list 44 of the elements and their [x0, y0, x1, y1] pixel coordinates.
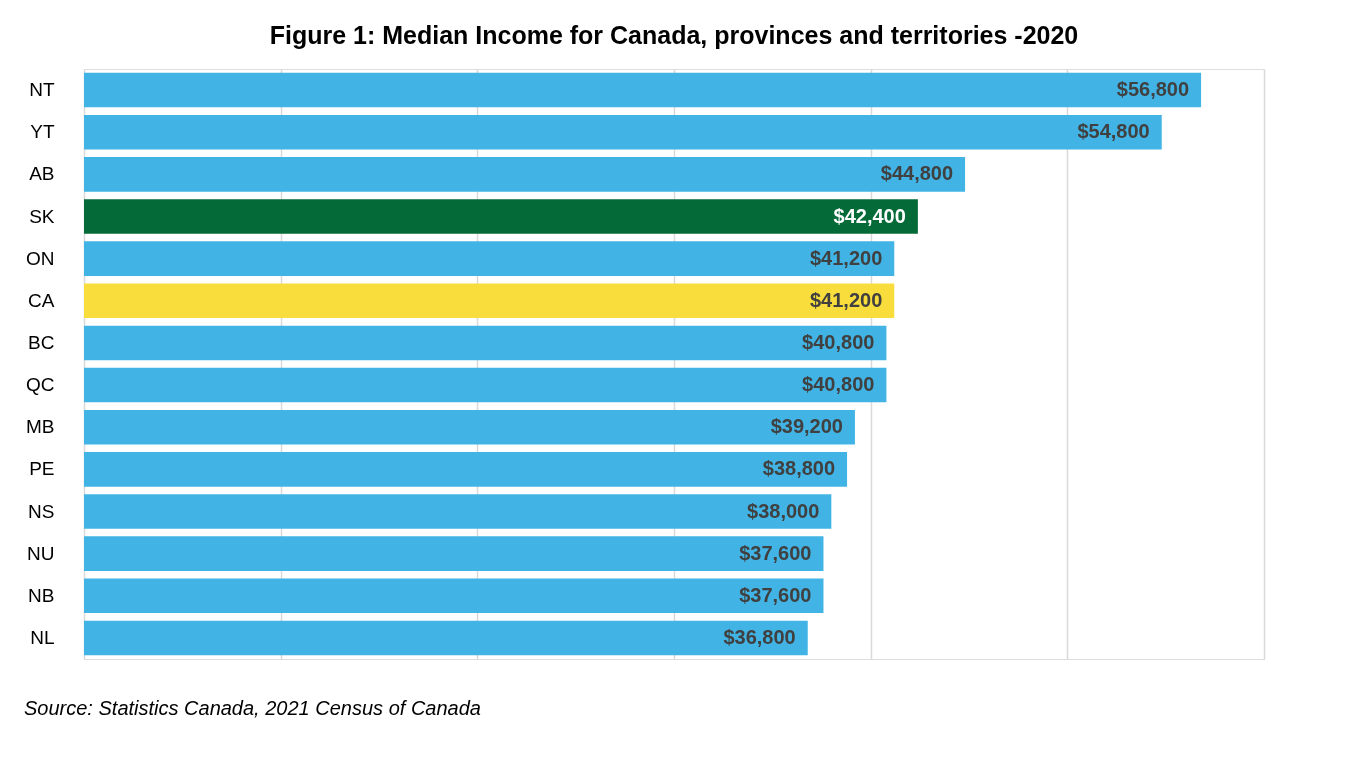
bar	[84, 72, 1202, 108]
y-tick-label: BC	[28, 331, 55, 353]
y-tick-label: AB	[29, 163, 55, 185]
bar	[84, 199, 918, 234]
bar	[84, 452, 848, 487]
y-tick-label: SK	[29, 205, 55, 227]
bar	[84, 536, 824, 571]
bar	[84, 409, 855, 445]
data-label: $38,000	[747, 499, 820, 522]
y-tick-label: MB	[26, 416, 55, 438]
y-tick-label: NL	[30, 626, 55, 648]
chart-title: Figure 1: Median Income for Canada, provinces and territories -2020	[269, 21, 1079, 49]
bar	[84, 241, 895, 276]
bar	[84, 283, 895, 319]
y-tick-label: ON	[26, 247, 55, 269]
bar	[84, 157, 966, 192]
data-label: $40,800	[802, 330, 875, 353]
y-tick-label: YT	[30, 121, 55, 143]
bar	[84, 620, 808, 656]
data-label: $38,800	[762, 457, 836, 480]
data-label: $40,800	[802, 373, 875, 396]
y-tick-label: PE	[29, 458, 55, 480]
data-label: $37,600	[739, 583, 812, 606]
data-label: $36,800	[723, 625, 796, 648]
bar	[84, 494, 832, 529]
bar	[84, 367, 887, 403]
y-tick-label: NS	[28, 500, 55, 522]
bar	[84, 114, 1162, 150]
data-label: $41,200	[809, 288, 883, 311]
bar	[84, 325, 887, 361]
y-tick-label: QC	[26, 374, 55, 396]
y-tick-label: CA	[28, 289, 55, 311]
data-label: $56,800	[1116, 78, 1190, 101]
bar	[84, 578, 824, 614]
data-label: $39,200	[770, 415, 843, 438]
data-label: $37,600	[739, 541, 812, 564]
data-label: $42,400	[833, 204, 906, 227]
data-label: $44,800	[880, 162, 954, 185]
data-label: $54,800	[1077, 120, 1150, 143]
y-tick-label: NU	[27, 542, 55, 564]
data-label: $41,200	[809, 246, 883, 269]
source-note: Source: Statistics Canada, 2021 Census of Canada	[24, 697, 481, 719]
y-tick-label: NT	[29, 79, 55, 101]
y-tick-label: NB	[28, 584, 55, 606]
